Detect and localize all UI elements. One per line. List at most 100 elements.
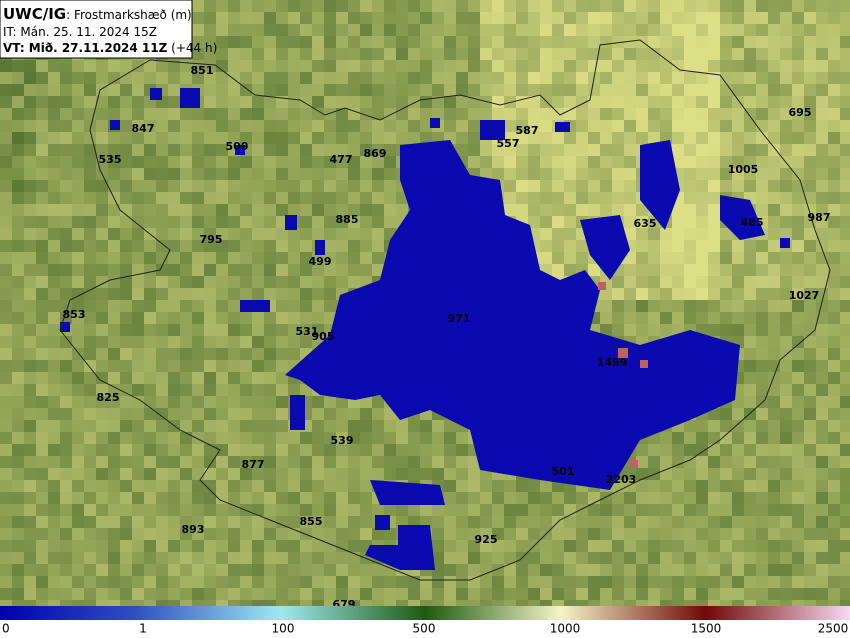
field-cell <box>732 72 744 84</box>
field-cell <box>216 504 228 516</box>
field-cell <box>840 348 850 360</box>
field-cell <box>288 168 300 180</box>
field-cell <box>12 240 24 252</box>
product: UWC/IG <box>3 5 66 23</box>
field-cell <box>636 48 648 60</box>
field-cell <box>192 504 204 516</box>
field-cell <box>252 372 264 384</box>
spot-label: 855 <box>300 515 323 528</box>
field-cell <box>780 264 792 276</box>
field-cell <box>120 324 132 336</box>
field-cell <box>324 444 336 456</box>
field-cell <box>252 444 264 456</box>
field-cell <box>312 36 324 48</box>
field-cell <box>240 576 252 588</box>
field-cell <box>756 360 768 372</box>
field-cell <box>132 456 144 468</box>
field-cell <box>276 408 288 420</box>
field-cell <box>264 264 276 276</box>
field-cell <box>768 504 780 516</box>
field-cell <box>480 72 492 84</box>
colorbar-tick-label: 0 <box>2 622 10 636</box>
field-cell <box>732 492 744 504</box>
spot-label: 499 <box>309 255 332 268</box>
field-cell <box>324 300 336 312</box>
field-cell <box>72 312 84 324</box>
field-cell <box>156 528 168 540</box>
field-cell <box>324 144 336 156</box>
field-cell <box>588 588 600 600</box>
field-cell <box>168 156 180 168</box>
field-cell <box>600 528 612 540</box>
field-cell <box>264 432 276 444</box>
field-cell <box>828 228 840 240</box>
field-cell <box>24 180 36 192</box>
field-cell <box>192 216 204 228</box>
field-cell <box>96 204 108 216</box>
field-cell <box>348 216 360 228</box>
field-cell <box>48 120 60 132</box>
field-cell <box>204 192 216 204</box>
field-cell <box>360 156 372 168</box>
field-cell <box>732 552 744 564</box>
field-cell <box>576 564 588 576</box>
field-cell <box>336 588 348 600</box>
field-cell <box>228 312 240 324</box>
field-cell <box>780 324 792 336</box>
field-cell <box>480 36 492 48</box>
field-cell <box>504 492 516 504</box>
field-cell <box>504 540 516 552</box>
field-cell <box>744 480 756 492</box>
field-cell <box>348 432 360 444</box>
field-cell <box>708 108 720 120</box>
field-cell <box>96 432 108 444</box>
field-cell <box>36 228 48 240</box>
field-cell <box>300 552 312 564</box>
field-cell <box>828 96 840 108</box>
field-cell <box>420 576 432 588</box>
field-cell <box>0 72 12 84</box>
field-cell <box>756 540 768 552</box>
field-cell <box>24 492 36 504</box>
field-cell <box>360 420 372 432</box>
field-cell <box>96 468 108 480</box>
field-cell <box>240 516 252 528</box>
field-cell <box>768 96 780 108</box>
field-cell <box>780 96 792 108</box>
field-cell <box>492 576 504 588</box>
field-cell <box>420 48 432 60</box>
field-cell <box>0 432 12 444</box>
field-cell <box>792 348 804 360</box>
field-cell <box>576 192 588 204</box>
field-cell <box>840 288 850 300</box>
field-cell <box>96 60 108 72</box>
field-cell <box>780 120 792 132</box>
field-cell <box>432 552 444 564</box>
field-cell <box>540 60 552 72</box>
field-cell <box>48 276 60 288</box>
field-cell <box>708 588 720 600</box>
field-cell <box>828 60 840 72</box>
field-cell <box>828 84 840 96</box>
field-cell <box>588 24 600 36</box>
field-cell <box>756 528 768 540</box>
field-cell <box>672 492 684 504</box>
field-cell <box>360 12 372 24</box>
field-cell <box>840 228 850 240</box>
field-cell <box>780 456 792 468</box>
field-cell <box>828 324 840 336</box>
field-cell <box>840 324 850 336</box>
field-cell <box>708 420 720 432</box>
field-cell <box>612 492 624 504</box>
field-cell <box>0 384 12 396</box>
field-cell <box>540 12 552 24</box>
field-cell <box>156 564 168 576</box>
field-cell <box>300 132 312 144</box>
field-cell <box>492 72 504 84</box>
field-cell <box>36 60 48 72</box>
field-cell <box>108 588 120 600</box>
field-cell <box>252 108 264 120</box>
field-cell <box>732 276 744 288</box>
field-cell <box>156 456 168 468</box>
spot-label: 539 <box>331 434 354 447</box>
